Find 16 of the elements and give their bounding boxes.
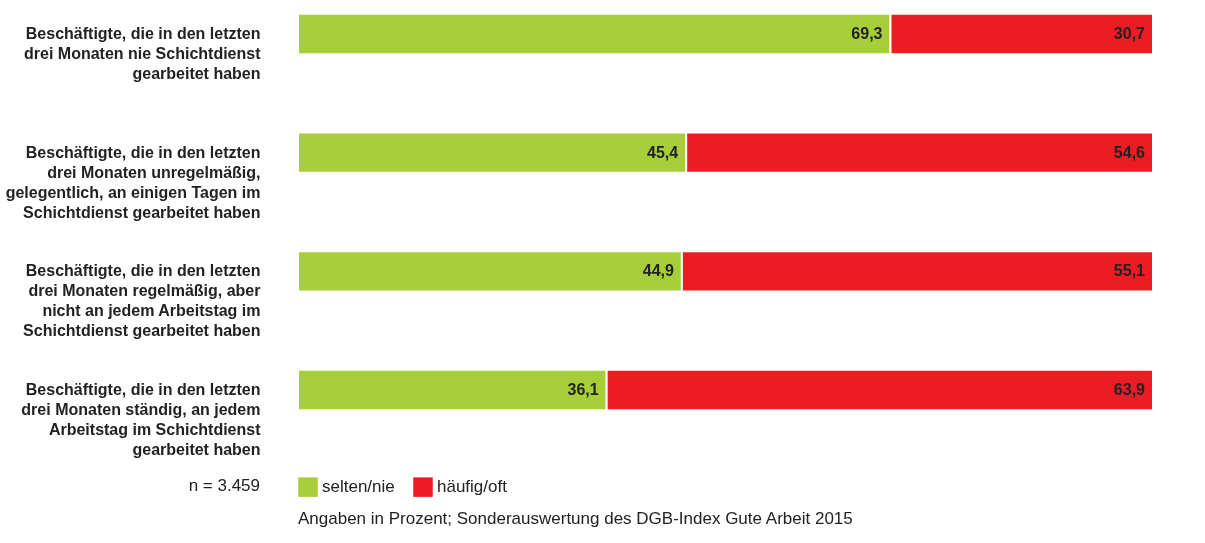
- text: Angaben in Prozent; Sonderauswertung des DGB-Index Gute Arbeit 2015: [298, 509, 853, 528]
- data-label: 30,7: [1113, 25, 1146, 43]
- text: n = 3.459: [188, 476, 260, 495]
- legend-label: selten/nie: [322, 477, 395, 497]
- data-label: 54,6: [1113, 143, 1146, 161]
- y-tick-label: Beschäftigte, die in den letzten drei Monaten unregelmäßig, gelegentlich, an einigen Tagen im Schichtdienst gearbeitet haben: [5, 143, 261, 221]
- data-label: 36,1: [567, 380, 599, 398]
- y-tick-label: Beschäftigte, die in den letzten drei Monaten nie Schichtdienst gearbeitet haben: [24, 25, 262, 83]
- data-label: 63,9: [1113, 380, 1146, 398]
- y-tick-label: Beschäftigte, die in den letzten drei Monaten ständig, an jedem Arbeitstag im Schichtdienst gearbeitet haben: [21, 380, 262, 458]
- data-label: 55,1: [1113, 262, 1146, 280]
- data-label: 45,4: [647, 143, 679, 161]
- data-label: 44,9: [642, 262, 674, 280]
- y-tick-label: Beschäftigte, die in den letzten drei Monaten regelmäßig, aber nicht an jedem Arbeitstag im Schichtdienst gearbeitet haben: [23, 262, 261, 340]
- legend-label: häufig/oft: [437, 477, 508, 497]
- data-label: 69,3: [851, 25, 883, 43]
